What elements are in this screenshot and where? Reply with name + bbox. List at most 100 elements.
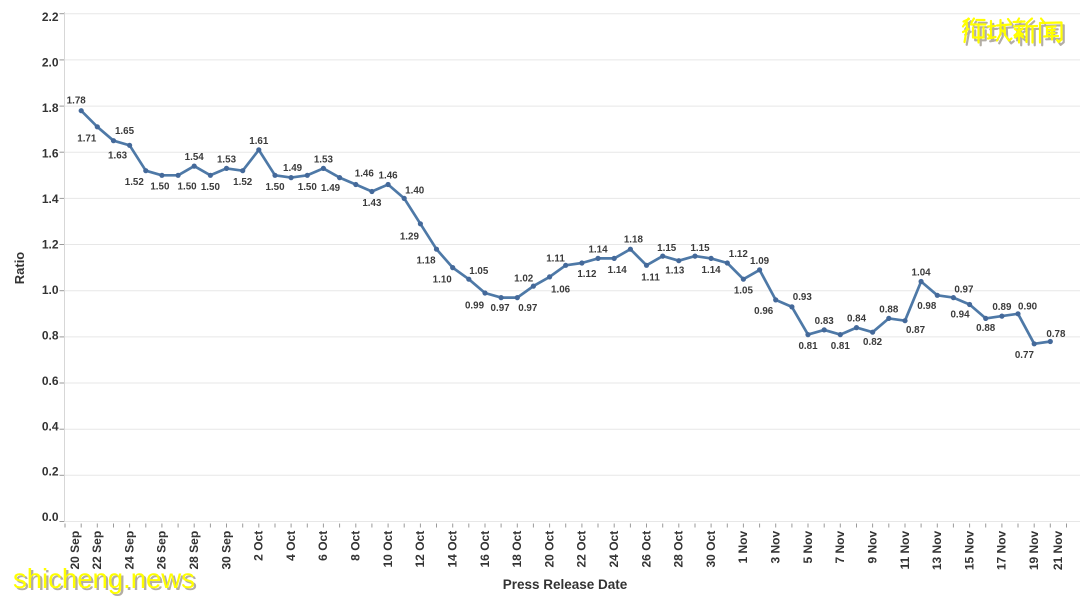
svg-text:1.54: 1.54	[185, 152, 205, 163]
svg-text:1.18: 1.18	[416, 256, 436, 267]
svg-text:1.50: 1.50	[265, 182, 285, 193]
svg-text:21 Nov: 21 Nov	[1051, 530, 1065, 570]
svg-text:30 Sep: 30 Sep	[219, 531, 233, 570]
svg-text:0.97: 0.97	[954, 285, 974, 296]
svg-text:0.4: 0.4	[42, 419, 59, 433]
svg-text:1.6: 1.6	[42, 147, 59, 161]
svg-text:1.15: 1.15	[657, 243, 677, 254]
svg-text:30 Oct: 30 Oct	[704, 531, 718, 568]
svg-text:1.12: 1.12	[729, 249, 749, 260]
svg-text:1.2: 1.2	[42, 238, 59, 252]
svg-text:2 Oct: 2 Oct	[252, 531, 266, 561]
svg-text:1.11: 1.11	[641, 272, 660, 283]
svg-text:6 Oct: 6 Oct	[316, 531, 330, 561]
svg-text:12 Oct: 12 Oct	[413, 531, 427, 568]
svg-text:0.87: 0.87	[906, 325, 926, 336]
svg-text:1.50: 1.50	[178, 181, 198, 192]
svg-text:0.6: 0.6	[42, 374, 59, 388]
svg-text:9 Nov: 9 Nov	[865, 530, 879, 563]
svg-text:15 Nov: 15 Nov	[962, 530, 976, 570]
svg-text:1.14: 1.14	[702, 265, 722, 276]
svg-text:1.78: 1.78	[67, 96, 87, 107]
svg-text:0.90: 0.90	[1018, 302, 1038, 313]
svg-text:1.18: 1.18	[624, 235, 644, 246]
svg-text:26 Oct: 26 Oct	[639, 531, 653, 568]
svg-text:1.40: 1.40	[405, 185, 425, 196]
svg-text:22 Sep: 22 Sep	[90, 531, 104, 570]
svg-text:0.98: 0.98	[917, 301, 937, 312]
svg-text:28 Oct: 28 Oct	[672, 531, 686, 568]
svg-text:2.2: 2.2	[42, 10, 59, 24]
svg-text:1.4: 1.4	[42, 192, 59, 206]
svg-text:0.97: 0.97	[491, 303, 511, 314]
svg-text:0.8: 0.8	[42, 328, 59, 342]
svg-text:1.11: 1.11	[546, 253, 565, 264]
svg-text:1.14: 1.14	[608, 265, 628, 276]
svg-text:3 Nov: 3 Nov	[769, 530, 783, 563]
svg-text:1.46: 1.46	[355, 169, 375, 180]
svg-text:0.78: 0.78	[1046, 329, 1066, 340]
svg-text:1.43: 1.43	[362, 198, 382, 209]
svg-text:1.13: 1.13	[665, 266, 685, 277]
svg-text:1.50: 1.50	[150, 181, 170, 192]
svg-text:0.81: 0.81	[798, 341, 818, 352]
svg-text:shicheng.news: shicheng.news	[15, 565, 197, 596]
svg-text:13 Nov: 13 Nov	[930, 530, 944, 570]
svg-text:0.94: 0.94	[950, 310, 970, 321]
svg-text:0.97: 0.97	[518, 303, 538, 314]
svg-text:1.50: 1.50	[201, 182, 221, 193]
svg-text:1.0: 1.0	[42, 283, 59, 297]
svg-text:24 Sep: 24 Sep	[122, 531, 136, 570]
svg-text:1.10: 1.10	[433, 275, 453, 286]
svg-text:1.06: 1.06	[551, 284, 571, 295]
svg-text:1.49: 1.49	[321, 183, 341, 194]
svg-text:1.05: 1.05	[469, 266, 489, 277]
svg-text:17 Nov: 17 Nov	[995, 530, 1009, 570]
svg-text:28 Sep: 28 Sep	[187, 531, 201, 570]
svg-text:0.83: 0.83	[815, 316, 835, 327]
svg-text:0.81: 0.81	[831, 341, 851, 352]
svg-text:1.71: 1.71	[77, 133, 97, 144]
svg-text:20 Sep: 20 Sep	[68, 531, 82, 570]
svg-text:1.53: 1.53	[314, 154, 334, 165]
svg-text:11 Nov: 11 Nov	[898, 530, 912, 569]
svg-text:shicheng.news: shicheng.news	[13, 563, 195, 594]
svg-text:1.52: 1.52	[233, 177, 253, 188]
svg-text:1.02: 1.02	[514, 274, 534, 285]
svg-text:1.04: 1.04	[912, 268, 932, 279]
svg-text:0.2: 0.2	[42, 465, 59, 479]
svg-text:0.89: 0.89	[992, 302, 1012, 313]
svg-text:1.52: 1.52	[125, 177, 145, 188]
svg-text:1.09: 1.09	[750, 256, 770, 267]
svg-text:16 Oct: 16 Oct	[478, 531, 492, 568]
svg-text:1 Nov: 1 Nov	[736, 530, 750, 563]
svg-text:1.46: 1.46	[379, 171, 399, 182]
svg-text:Press Release Date: Press Release Date	[503, 577, 628, 592]
svg-text:7 Nov: 7 Nov	[833, 530, 847, 563]
svg-text:1.50: 1.50	[298, 182, 318, 193]
svg-text:Ratio: Ratio	[12, 252, 27, 285]
svg-text:19 Nov: 19 Nov	[1027, 530, 1041, 570]
svg-text:18 Oct: 18 Oct	[510, 531, 524, 568]
svg-text:0.84: 0.84	[847, 314, 867, 325]
svg-text:14 Oct: 14 Oct	[446, 531, 460, 568]
svg-text:1.14: 1.14	[588, 244, 608, 255]
svg-text:1.63: 1.63	[108, 150, 128, 161]
svg-text:0.93: 0.93	[793, 292, 813, 303]
svg-text:1.49: 1.49	[283, 163, 303, 174]
svg-text:1.61: 1.61	[249, 136, 269, 147]
svg-text:0.99: 0.99	[465, 301, 485, 312]
svg-text:5 Nov: 5 Nov	[801, 530, 815, 563]
svg-text:20 Oct: 20 Oct	[542, 531, 556, 568]
svg-text:0.0: 0.0	[42, 510, 59, 524]
svg-text:0.88: 0.88	[879, 304, 899, 315]
svg-text:0.88: 0.88	[976, 323, 996, 334]
svg-text:0.82: 0.82	[863, 337, 883, 348]
svg-text:26 Sep: 26 Sep	[155, 531, 169, 570]
svg-text:1.12: 1.12	[577, 269, 597, 280]
svg-text:10 Oct: 10 Oct	[381, 531, 395, 568]
svg-text:1.05: 1.05	[734, 286, 754, 297]
svg-text:1.65: 1.65	[115, 126, 135, 137]
svg-text:24 Oct: 24 Oct	[607, 531, 621, 568]
svg-text:1.29: 1.29	[400, 231, 420, 242]
